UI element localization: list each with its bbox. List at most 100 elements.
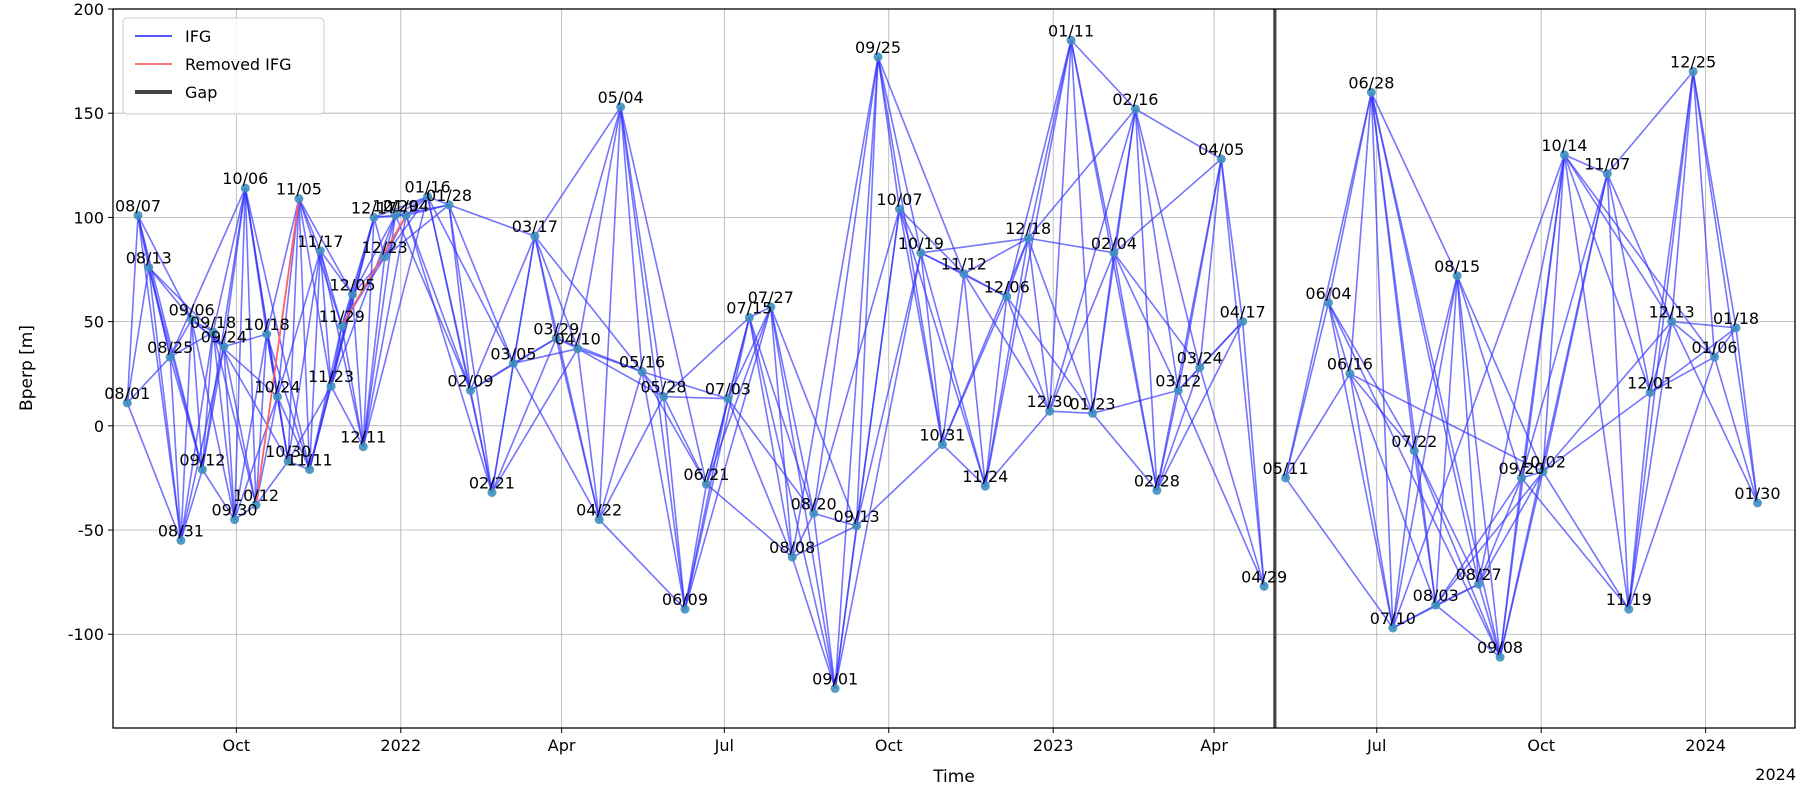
ifg-line (1628, 356, 1716, 610)
ifg-line (212, 331, 289, 462)
acquisition-point (1130, 104, 1140, 114)
acquisition-date-label: 12/05 (329, 276, 375, 295)
ifg-line (984, 410, 1051, 487)
acquisition-date-label: 10/14 (1541, 136, 1587, 155)
y-tick-label: -50 (78, 521, 104, 540)
acquisition-date-label: 12/13 (1649, 303, 1695, 322)
ifg-line (1327, 302, 1415, 452)
ifg-line (1563, 154, 1630, 610)
ifg-line (1048, 40, 1072, 412)
ifg-line (1156, 321, 1244, 491)
acquisition-date-label: 09/24 (201, 328, 247, 347)
ifg-line (1456, 275, 1480, 585)
ifg-line (963, 273, 987, 487)
ifg-line (641, 371, 686, 610)
ifg-line (1327, 302, 1394, 629)
x-tick-label: Oct (875, 736, 903, 755)
acquisition-point (144, 262, 154, 272)
ifg-line (223, 333, 267, 348)
ifg-line (1392, 275, 1458, 629)
axis-ticks: 200 150 100 50 0 -50 -100 Oct 2022 Apr Jul Oct 2023 A… (68, 0, 1726, 755)
ifg-line (963, 237, 1029, 275)
acquisition-point (240, 183, 250, 193)
ifg-line (1113, 252, 1180, 391)
ifg-line (319, 250, 365, 447)
ifg-line (319, 250, 343, 326)
acquisition-date-label: 08/27 (1456, 565, 1502, 584)
ifg-line (319, 250, 354, 295)
ifg-line (1542, 471, 1630, 610)
ifg-line (748, 317, 836, 689)
acquisition-date-label: 09/20 (1498, 459, 1544, 478)
ifg-line (534, 106, 622, 237)
ifg-line (1370, 92, 1501, 658)
ifg-line (276, 396, 289, 462)
ifg-line (1520, 477, 1630, 610)
ifg-line (126, 402, 182, 541)
ifg-line (287, 198, 300, 462)
ifg-line (1027, 238, 1051, 412)
acquisition-date-label: 01/11 (1048, 21, 1094, 40)
ifg-line (834, 56, 879, 689)
ifg-line (1199, 367, 1265, 587)
ifg-line (191, 318, 278, 398)
acquisition-date-label: 04/22 (576, 501, 622, 520)
ifg-line (619, 106, 665, 397)
acquisition-point (1066, 35, 1076, 45)
acquisition-point (465, 385, 475, 395)
ifg-line (147, 267, 182, 541)
ifg-line (534, 235, 579, 349)
ifg-line (555, 106, 622, 339)
acquisition-date-label: 12/06 (984, 278, 1030, 297)
ifg-line (180, 469, 204, 541)
ifg-line (448, 204, 472, 391)
acquisition-point (1688, 67, 1698, 77)
ifg-line (233, 396, 279, 520)
acquisition-date-label: 11/24 (962, 467, 1008, 486)
acquisition-date-label: 10/31 (919, 426, 965, 445)
acquisition-date-label: 09/13 (834, 507, 880, 526)
ifg-line (1606, 173, 1673, 322)
ifg-line (576, 348, 600, 520)
ifg-line (1027, 40, 1072, 239)
acquisition-point (1474, 579, 1484, 589)
legend: IFG Removed IFG Gap (122, 17, 325, 115)
acquisition-date-label: 09/30 (211, 501, 257, 520)
acquisition-date-label: 10/07 (876, 190, 922, 209)
acquisition-point (1045, 406, 1055, 416)
acquisition-point (1431, 600, 1441, 610)
acquisition-point (766, 302, 776, 312)
y-tick-label: 100 (73, 208, 104, 227)
ifg-line (362, 217, 375, 447)
ifg-line (1413, 450, 1437, 606)
ifg-line (598, 371, 643, 520)
ifg-line (126, 356, 171, 404)
ifg-line (1134, 108, 1180, 391)
ifg-line (1606, 173, 1630, 610)
ifg-line (1048, 108, 1137, 412)
ifg-line (1006, 296, 1094, 414)
acquisition-point (1109, 248, 1119, 258)
ifg-line (1049, 410, 1093, 415)
acquisition-date-label: 08/01 (104, 384, 150, 403)
ifg-line (598, 106, 622, 520)
x-tick-label: 2023 (1033, 736, 1074, 755)
acquisition-date-label: 01/30 (1734, 484, 1780, 503)
y-tick-label: -100 (68, 625, 104, 644)
ifg-line (255, 460, 289, 506)
acquisition-point (337, 321, 347, 331)
ifg-line (1563, 154, 1673, 323)
ifg-line (244, 188, 257, 506)
acquisition-date-label: 09/01 (812, 669, 858, 688)
acquisition-date-label: 06/28 (1348, 73, 1394, 92)
acquisition-date-label: 02/04 (1091, 234, 1137, 253)
ifg-line (1627, 321, 1673, 610)
acquisition-date-label: 06/21 (683, 465, 729, 484)
ifg-line (1220, 158, 1244, 322)
acquisition-point (487, 488, 497, 498)
ifg-line (1027, 108, 1137, 239)
ifg-line (555, 338, 600, 520)
ifg-line (877, 56, 965, 274)
acquisition-point (1366, 87, 1376, 97)
ifg-line (812, 513, 836, 689)
